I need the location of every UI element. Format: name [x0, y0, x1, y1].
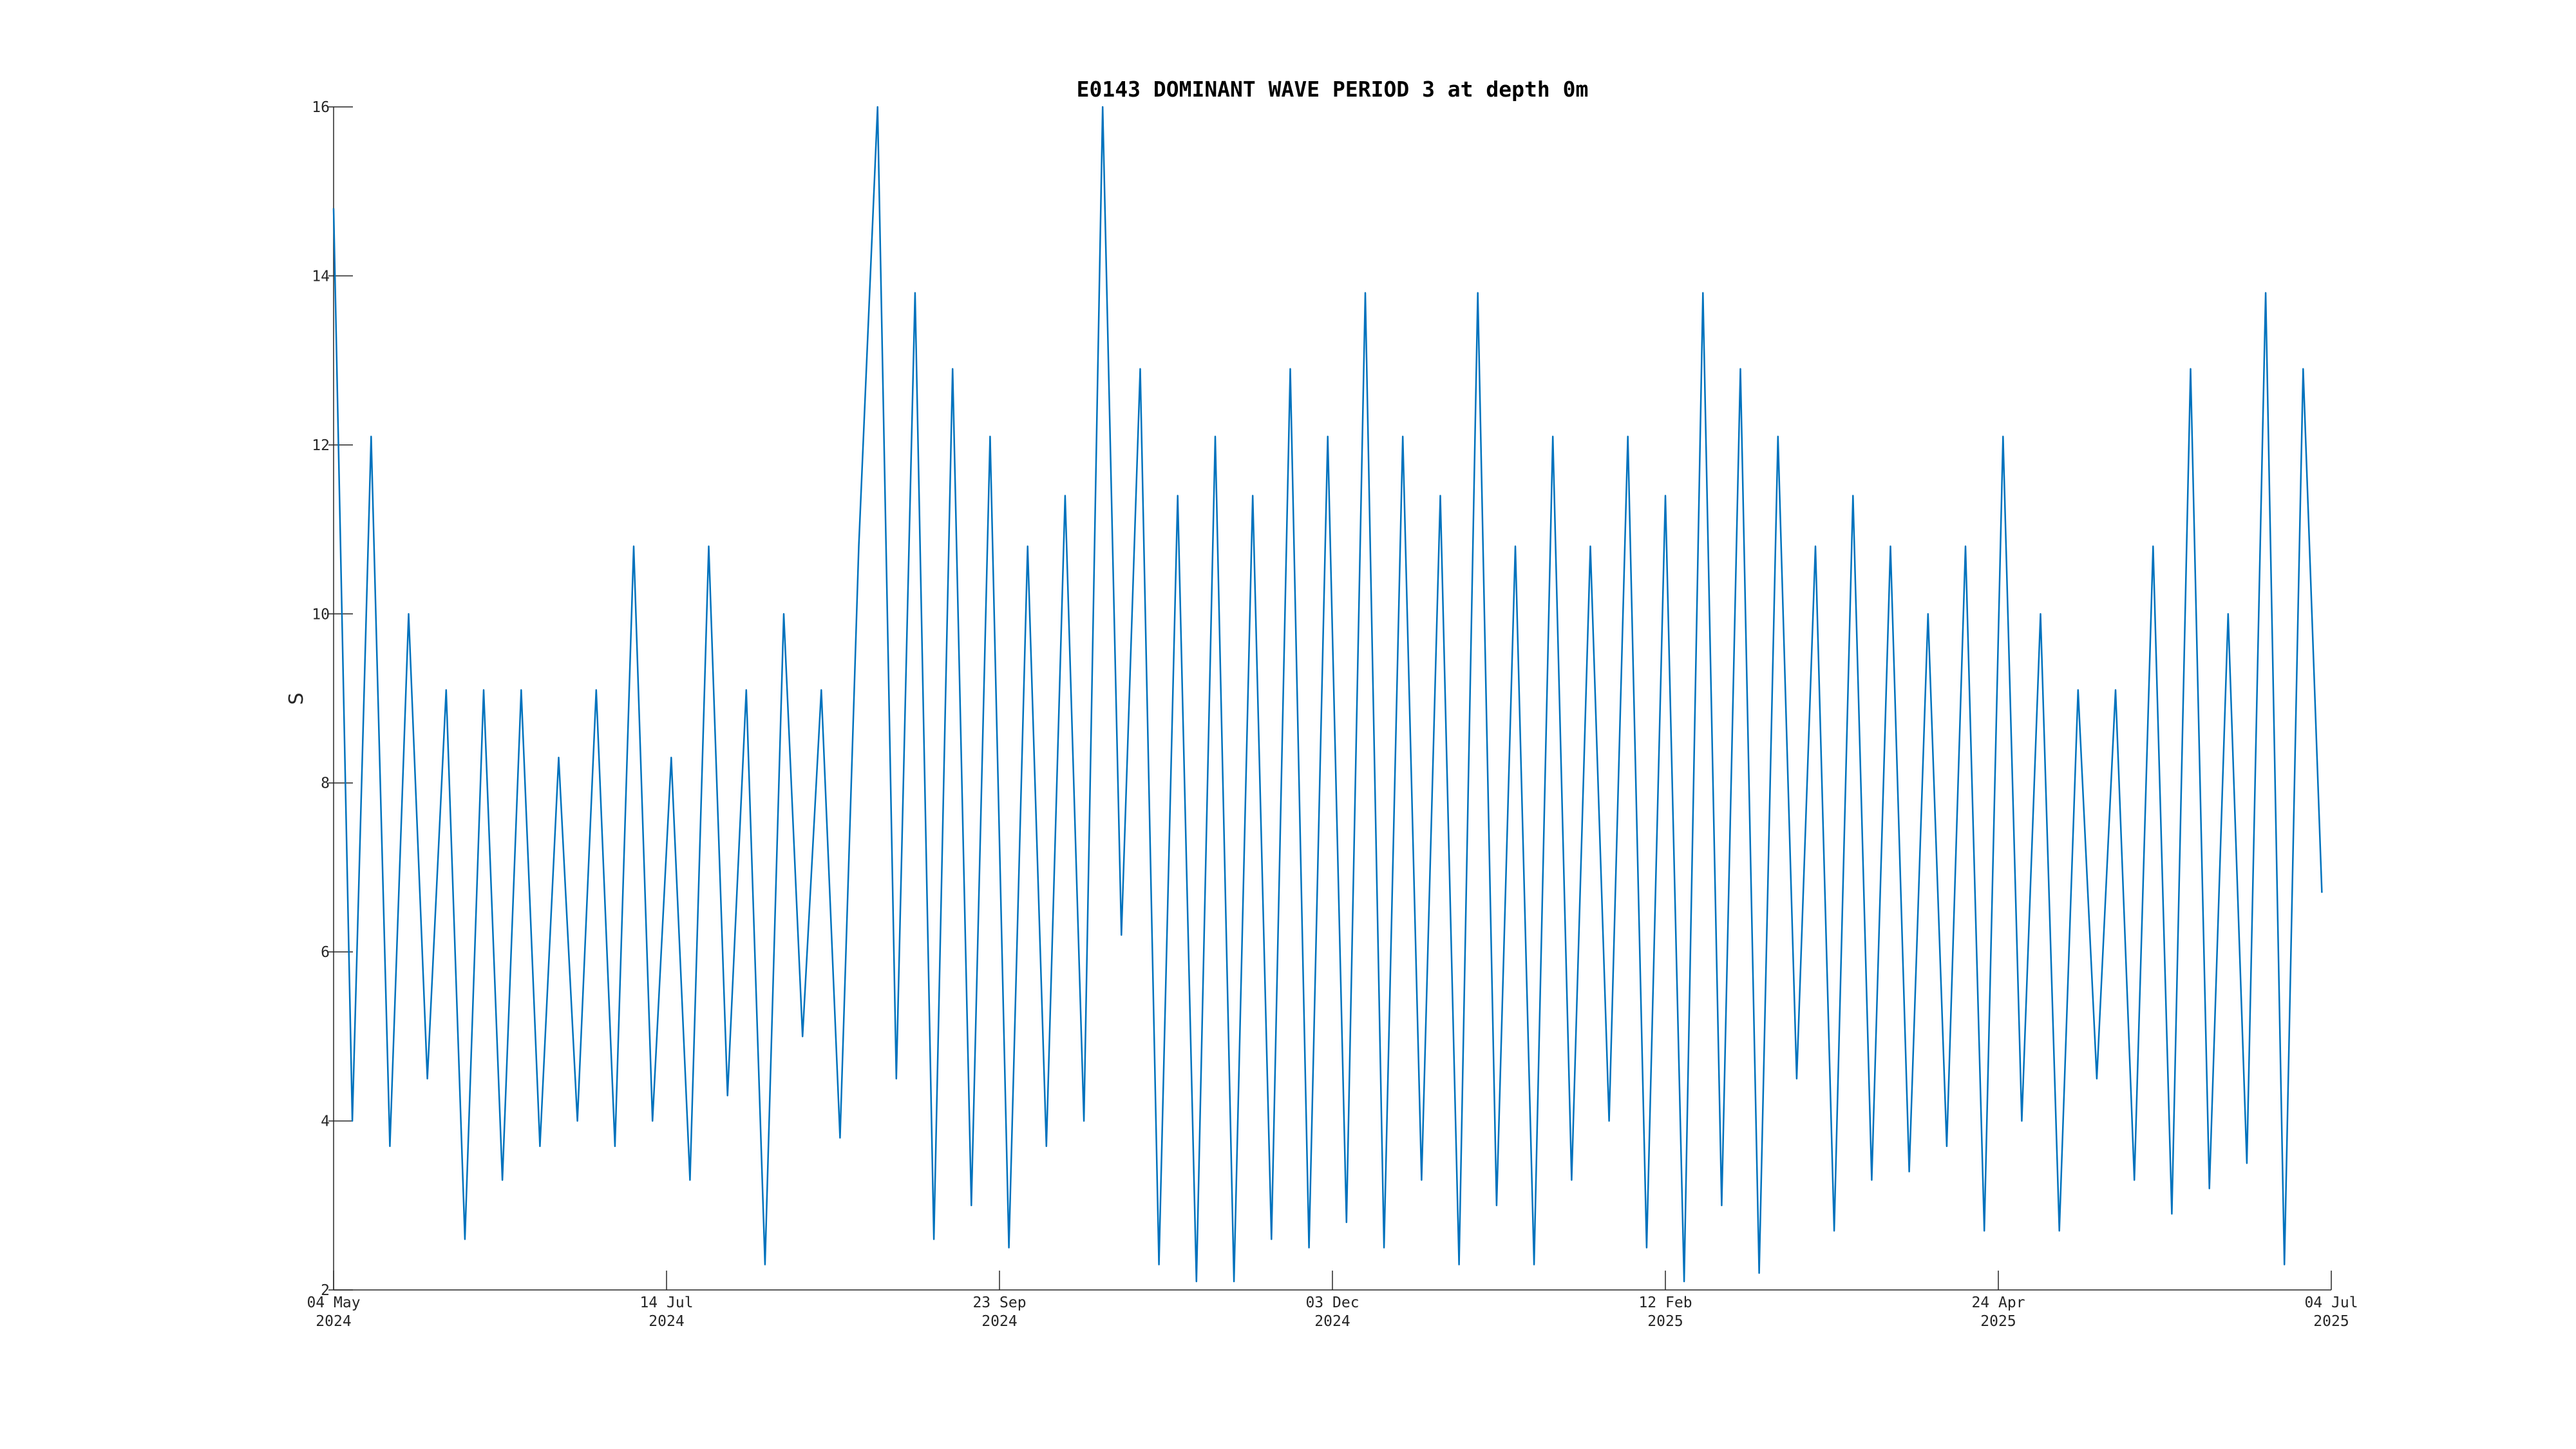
y-tick-label: 12 [312, 437, 330, 454]
chart-title: E0143 DOMINANT WAVE PERIOD 3 at depth 0m [1077, 77, 1589, 102]
x-tick-label: 2024 [981, 1313, 1017, 1330]
y-axis-label: S [285, 692, 308, 705]
y-tick-label: 16 [312, 99, 330, 116]
y-tick-label: 10 [312, 606, 330, 623]
data-line [332, 106, 2323, 1283]
x-tick-label: 23 Sep [972, 1294, 1026, 1311]
y-tick-label: 8 [321, 775, 330, 792]
y-tick-label: 2 [321, 1282, 330, 1299]
y-tick-label: 14 [312, 268, 330, 285]
x-tick-label: 2025 [2313, 1313, 2349, 1330]
x-tick-label: 03 Dec [1305, 1294, 1359, 1311]
x-tick-label: 04 May [307, 1294, 360, 1311]
x-tick-label: 2025 [1647, 1313, 1683, 1330]
x-tick-label: 04 Jul [2304, 1294, 2358, 1311]
x-tick-label: 14 Jul [639, 1294, 693, 1311]
x-tick-label: 2024 [649, 1313, 684, 1330]
x-tick-label: 12 Feb [1638, 1294, 1692, 1311]
x-tick-label: 2025 [1980, 1313, 2016, 1330]
x-tick-label: 2024 [1314, 1313, 1350, 1330]
x-tick-label: 2024 [316, 1313, 351, 1330]
x-tick-label: 24 Apr [1971, 1294, 2025, 1311]
y-tick-label: 6 [321, 944, 330, 961]
y-tick-label: 4 [321, 1113, 330, 1130]
